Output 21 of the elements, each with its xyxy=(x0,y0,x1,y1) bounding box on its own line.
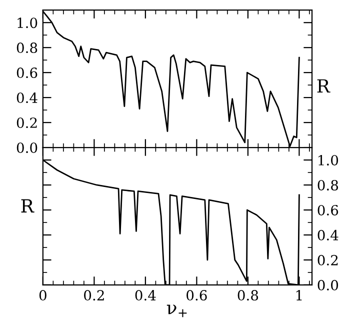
y-tick-label: 0.4 xyxy=(16,92,38,104)
x-tick-label: 0.8 xyxy=(238,290,258,301)
y-tick-label: 0.4 xyxy=(318,230,338,240)
y-tick-label: 0.6 xyxy=(318,204,338,216)
x-tick-label: 0.4 xyxy=(135,290,156,301)
x-tick-label: 0 xyxy=(39,290,46,301)
y-tick-label: 1.0 xyxy=(18,18,38,28)
y-tick-label: 1.0 xyxy=(318,154,338,166)
y-axis-title: R xyxy=(317,79,330,93)
y-tick-label: 0.6 xyxy=(16,68,38,78)
y-tick-label: 0.0 xyxy=(16,142,38,153)
x-axis-title: ν$_{+}$ xyxy=(166,304,187,318)
x-tick-label: 1 xyxy=(296,290,302,300)
y-tick-label: 0.2 xyxy=(318,254,338,266)
x-tick-label: 0.6 xyxy=(186,290,207,301)
y-axis-title: R xyxy=(21,199,34,212)
y-tick-label: 0.0 xyxy=(318,280,338,290)
y-tick-label: 0.8 xyxy=(318,180,338,190)
y-tick-label: 0.2 xyxy=(16,118,37,128)
x-tick-label: 0.2 xyxy=(84,290,104,301)
y-tick-label: 0.8 xyxy=(16,42,38,54)
